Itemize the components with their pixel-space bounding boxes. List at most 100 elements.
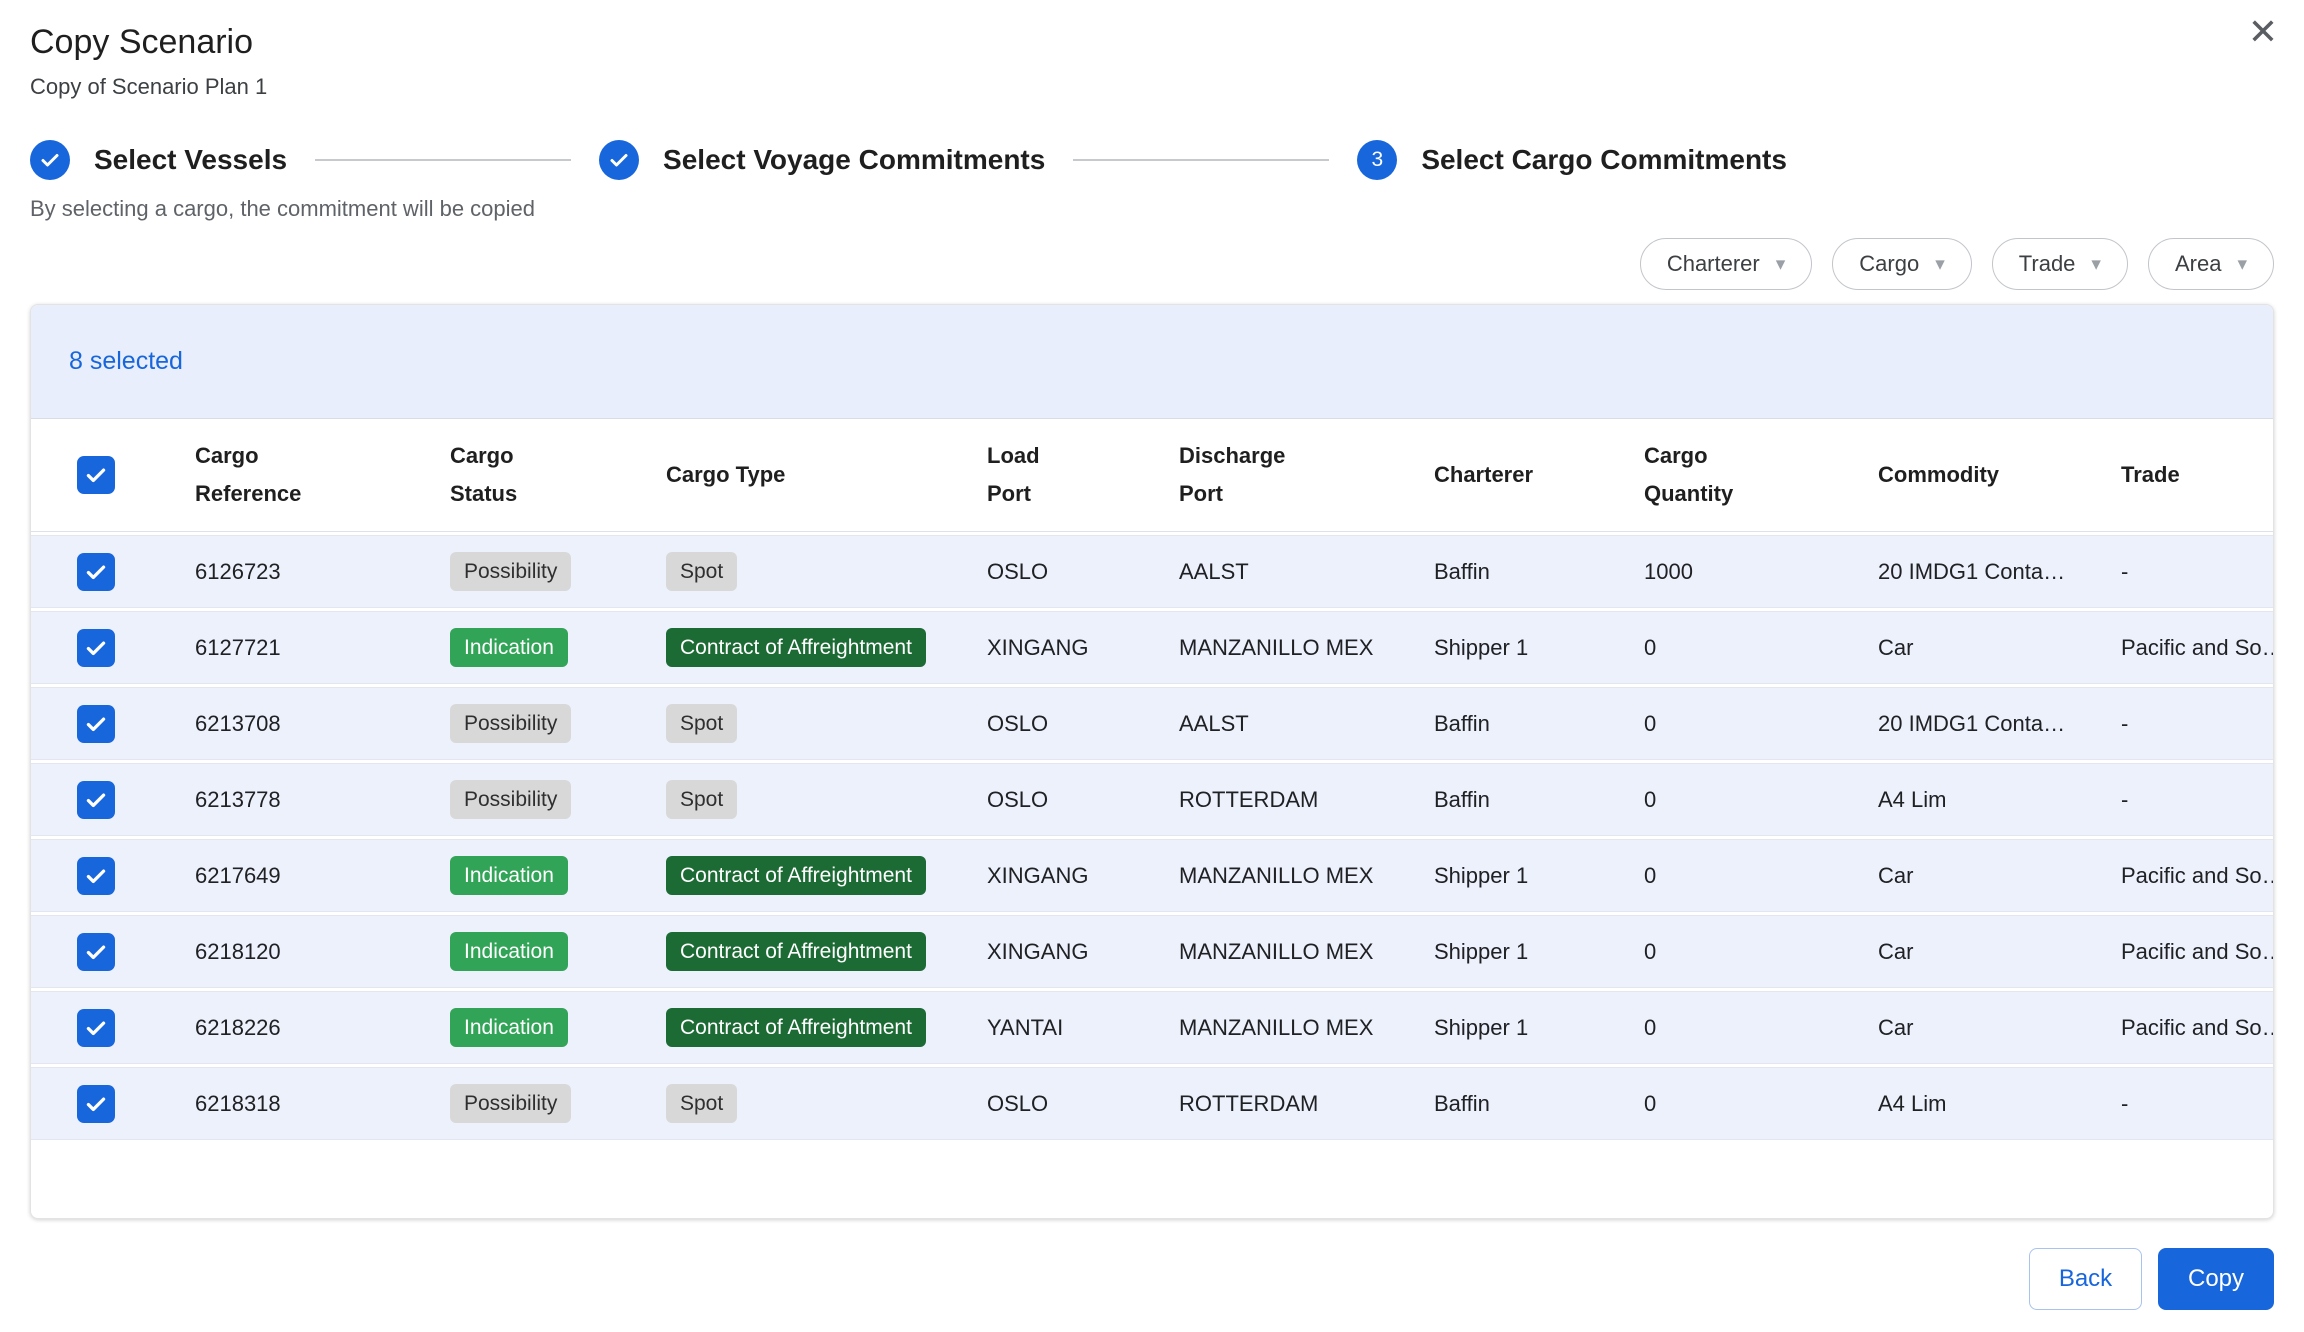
load-port-cell: YANTAI: [987, 1015, 1179, 1041]
select-all-checkbox[interactable]: [77, 456, 115, 494]
cargo-reference-cell: 6213778: [195, 787, 450, 813]
cargo-reference-cell: 6127721: [195, 635, 450, 661]
cargo-type-chip: Spot: [666, 552, 737, 591]
stepper: Select Vessels Select Voyage Commitments…: [30, 140, 2274, 180]
load-port-cell: OSLO: [987, 559, 1179, 585]
column-header-cargo-reference: Cargo Reference: [195, 437, 450, 513]
trade-cell: Pacific and So…: [2121, 1015, 2273, 1041]
row-checkbox[interactable]: [77, 1009, 115, 1047]
cargo-type-chip: Spot: [666, 1084, 737, 1123]
step-label: Select Cargo Commitments: [1421, 144, 1787, 176]
chevron-down-icon: ▾: [2237, 255, 2247, 274]
trade-cell: -: [2121, 1091, 2273, 1117]
stepper-hint-text: By selecting a cargo, the commitment wil…: [30, 196, 2274, 222]
step-select-cargo-commitments[interactable]: 3 Select Cargo Commitments: [1357, 140, 1787, 180]
cargo-quantity-cell: 0: [1644, 1091, 1878, 1117]
row-checkbox[interactable]: [77, 705, 115, 743]
column-header-load-port: Load Port: [987, 437, 1179, 513]
trade-cell: -: [2121, 559, 2273, 585]
cargo-quantity-cell: 0: [1644, 939, 1878, 965]
cargo-quantity-cell: 0: [1644, 787, 1878, 813]
table-body: 6126723 Possibility Spot OSLO AALST Baff…: [31, 532, 2273, 1140]
column-header-discharge-port: Discharge Port: [1179, 437, 1434, 513]
cargo-type-chip: Contract of Affreightment: [666, 932, 926, 971]
back-button[interactable]: Back: [2029, 1248, 2142, 1310]
cargo-status-chip: Indication: [450, 856, 568, 895]
commodity-cell: Car: [1878, 635, 2121, 661]
dialog-footer: Back Copy: [2029, 1248, 2274, 1310]
selection-toolbar: 8 selected: [31, 305, 2273, 419]
stepper-connector: [315, 159, 571, 161]
cargo-status-chip: Possibility: [450, 780, 571, 819]
cargo-status-chip: Indication: [450, 932, 568, 971]
load-port-cell: OSLO: [987, 711, 1179, 737]
commodity-cell: 20 IMDG1 Conta…: [1878, 559, 2121, 585]
cargo-type-chip: Contract of Affreightment: [666, 628, 926, 667]
cargo-quantity-cell: 0: [1644, 1015, 1878, 1041]
row-checkbox[interactable]: [77, 1085, 115, 1123]
dialog-subtitle: Copy of Scenario Plan 1: [30, 74, 2274, 100]
commodity-cell: A4 Lim: [1878, 1091, 2121, 1117]
table-row: 6218318 Possibility Spot OSLO ROTTERDAM …: [31, 1067, 2273, 1140]
charterer-cell: Shipper 1: [1434, 635, 1644, 661]
discharge-port-cell: MANZANILLO MEX: [1179, 939, 1434, 965]
close-icon[interactable]: ✕: [2248, 14, 2278, 50]
commodity-cell: Car: [1878, 939, 2121, 965]
cargo-reference-cell: 6126723: [195, 559, 450, 585]
table-row: 6218226 Indication Contract of Affreight…: [31, 991, 2273, 1064]
step-select-voyage-commitments[interactable]: Select Voyage Commitments: [599, 140, 1045, 180]
area-filter-button[interactable]: Area ▾: [2148, 238, 2274, 290]
step-label: Select Vessels: [94, 144, 287, 176]
table-row: 6126723 Possibility Spot OSLO AALST Baff…: [31, 535, 2273, 608]
load-port-cell: OSLO: [987, 787, 1179, 813]
selected-count: 8 selected: [69, 347, 183, 376]
table-row: 6213708 Possibility Spot OSLO AALST Baff…: [31, 687, 2273, 760]
chevron-down-icon: ▾: [2091, 255, 2101, 274]
row-checkbox[interactable]: [77, 781, 115, 819]
filter-bar: Charterer ▾ Cargo ▾ Trade ▾ Area ▾: [30, 238, 2274, 290]
column-header-trade: Trade: [2121, 456, 2273, 494]
dialog-title: Copy Scenario: [30, 20, 2274, 64]
step-complete-check-icon[interactable]: [599, 140, 639, 180]
charterer-filter-button[interactable]: Charterer ▾: [1640, 238, 1812, 290]
row-checkbox[interactable]: [77, 933, 115, 971]
copy-button[interactable]: Copy: [2158, 1248, 2274, 1310]
column-header-charterer: Charterer: [1434, 456, 1644, 494]
step-number-badge[interactable]: 3: [1357, 140, 1397, 180]
discharge-port-cell: ROTTERDAM: [1179, 1091, 1434, 1117]
row-checkbox[interactable]: [77, 857, 115, 895]
load-port-cell: XINGANG: [987, 939, 1179, 965]
column-header-commodity: Commodity: [1878, 456, 2121, 494]
cargo-reference-cell: 6217649: [195, 863, 450, 889]
table-row: 6213778 Possibility Spot OSLO ROTTERDAM …: [31, 763, 2273, 836]
stepper-connector: [1073, 159, 1329, 161]
cargo-reference-cell: 6218318: [195, 1091, 450, 1117]
cargo-status-chip: Possibility: [450, 552, 571, 591]
cargo-status-chip: Indication: [450, 628, 568, 667]
charterer-cell: Baffin: [1434, 1091, 1644, 1117]
cargo-reference-cell: 6218226: [195, 1015, 450, 1041]
cargo-reference-cell: 6213708: [195, 711, 450, 737]
trade-cell: Pacific and So…: [2121, 939, 2273, 965]
step-select-vessels[interactable]: Select Vessels: [30, 140, 287, 180]
load-port-cell: XINGANG: [987, 635, 1179, 661]
discharge-port-cell: AALST: [1179, 711, 1434, 737]
commodity-cell: 20 IMDG1 Conta…: [1878, 711, 2121, 737]
copy-scenario-dialog: Copy Scenario Copy of Scenario Plan 1 ✕ …: [0, 0, 2304, 1332]
column-header-cargo-status: Cargo Status: [450, 437, 666, 513]
table-row: 6127721 Indication Contract of Affreight…: [31, 611, 2273, 684]
cargo-type-chip: Contract of Affreightment: [666, 856, 926, 895]
discharge-port-cell: MANZANILLO MEX: [1179, 863, 1434, 889]
load-port-cell: OSLO: [987, 1091, 1179, 1117]
trade-cell: Pacific and So…: [2121, 635, 2273, 661]
cargo-type-chip: Spot: [666, 704, 737, 743]
row-checkbox[interactable]: [77, 553, 115, 591]
cargo-status-chip: Possibility: [450, 1084, 571, 1123]
cargo-type-chip: Spot: [666, 780, 737, 819]
row-checkbox[interactable]: [77, 629, 115, 667]
trade-filter-button[interactable]: Trade ▾: [1992, 238, 2128, 290]
column-header-cargo-quantity: Cargo Quantity: [1644, 437, 1878, 513]
cargo-filter-button[interactable]: Cargo ▾: [1832, 238, 1971, 290]
cargo-reference-cell: 6218120: [195, 939, 450, 965]
step-complete-check-icon[interactable]: [30, 140, 70, 180]
